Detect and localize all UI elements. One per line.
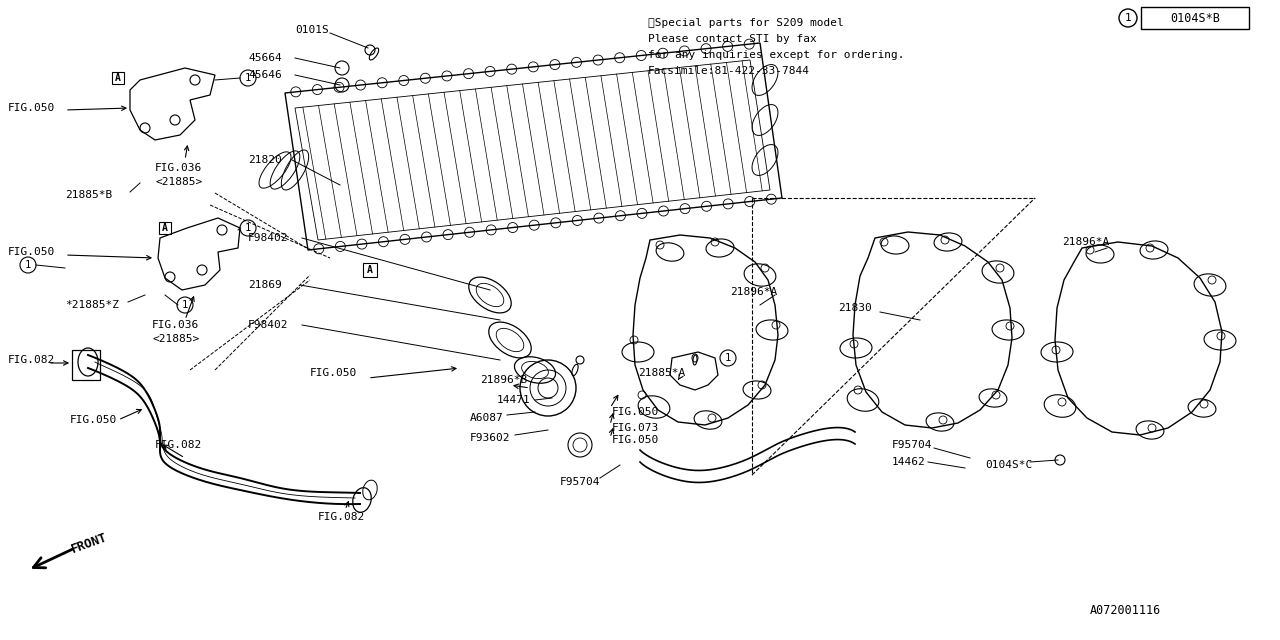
Text: A: A	[115, 73, 120, 83]
Text: A6087: A6087	[470, 413, 504, 423]
Text: FIG.082: FIG.082	[317, 512, 365, 522]
Bar	[1140, 7, 1249, 29]
Text: 21830: 21830	[838, 303, 872, 313]
Bar	[72, 350, 100, 380]
Text: 1: 1	[244, 223, 251, 233]
Text: *21885*Z: *21885*Z	[65, 300, 119, 310]
Text: FIG.050: FIG.050	[612, 407, 659, 417]
Text: F95704: F95704	[892, 440, 933, 450]
Bar	[113, 72, 124, 84]
Text: A: A	[163, 223, 168, 233]
Text: FIG.036: FIG.036	[155, 163, 202, 173]
Text: F95704: F95704	[561, 477, 600, 487]
Text: FIG.050: FIG.050	[70, 415, 118, 425]
Text: 1: 1	[244, 73, 251, 83]
Text: 1: 1	[182, 300, 188, 310]
Text: A072001116: A072001116	[1091, 604, 1161, 616]
Text: 1: 1	[24, 260, 31, 270]
Text: FIG.082: FIG.082	[8, 355, 55, 365]
Text: 21896*A: 21896*A	[730, 287, 777, 297]
Text: 21896*A: 21896*A	[1062, 237, 1110, 247]
Text: FRONT: FRONT	[70, 531, 110, 556]
Text: 14471: 14471	[497, 395, 531, 405]
Text: 21820: 21820	[248, 155, 282, 165]
Text: <21885>: <21885>	[155, 177, 202, 187]
Text: 0101S: 0101S	[294, 25, 329, 35]
Text: 14462: 14462	[892, 457, 925, 467]
Text: FIG.036: FIG.036	[152, 320, 200, 330]
Text: FIG.050: FIG.050	[612, 435, 659, 445]
Text: FIG.050: FIG.050	[8, 247, 55, 257]
Text: F98402: F98402	[248, 233, 288, 243]
Text: Facsimile:81-422-33-7844: Facsimile:81-422-33-7844	[648, 66, 810, 76]
Text: FIG.050: FIG.050	[310, 368, 357, 378]
Text: 21896*B: 21896*B	[480, 375, 527, 385]
Bar	[159, 222, 172, 234]
Text: Please contact STI by fax: Please contact STI by fax	[648, 34, 817, 44]
Text: FIG.050: FIG.050	[8, 103, 55, 113]
Text: 45646: 45646	[248, 70, 282, 80]
Text: 21885*A: 21885*A	[637, 368, 685, 378]
Text: FIG.073: FIG.073	[612, 423, 659, 433]
Bar	[364, 263, 378, 277]
Text: 1: 1	[724, 353, 731, 363]
Text: F98402: F98402	[248, 320, 288, 330]
Text: 21885*B: 21885*B	[65, 190, 113, 200]
Text: F93602: F93602	[470, 433, 511, 443]
Text: ※Special parts for S209 model: ※Special parts for S209 model	[648, 18, 844, 28]
Text: 45664: 45664	[248, 53, 282, 63]
Text: 0104S*C: 0104S*C	[986, 460, 1032, 470]
Text: 1: 1	[1125, 13, 1132, 23]
Text: FIG.082: FIG.082	[155, 440, 202, 450]
Text: 0104S*B: 0104S*B	[1170, 12, 1220, 24]
Text: 21869: 21869	[248, 280, 282, 290]
Text: <21885>: <21885>	[152, 334, 200, 344]
Text: A: A	[367, 265, 372, 275]
Text: for any inquiries except for ordering.: for any inquiries except for ordering.	[648, 50, 905, 60]
